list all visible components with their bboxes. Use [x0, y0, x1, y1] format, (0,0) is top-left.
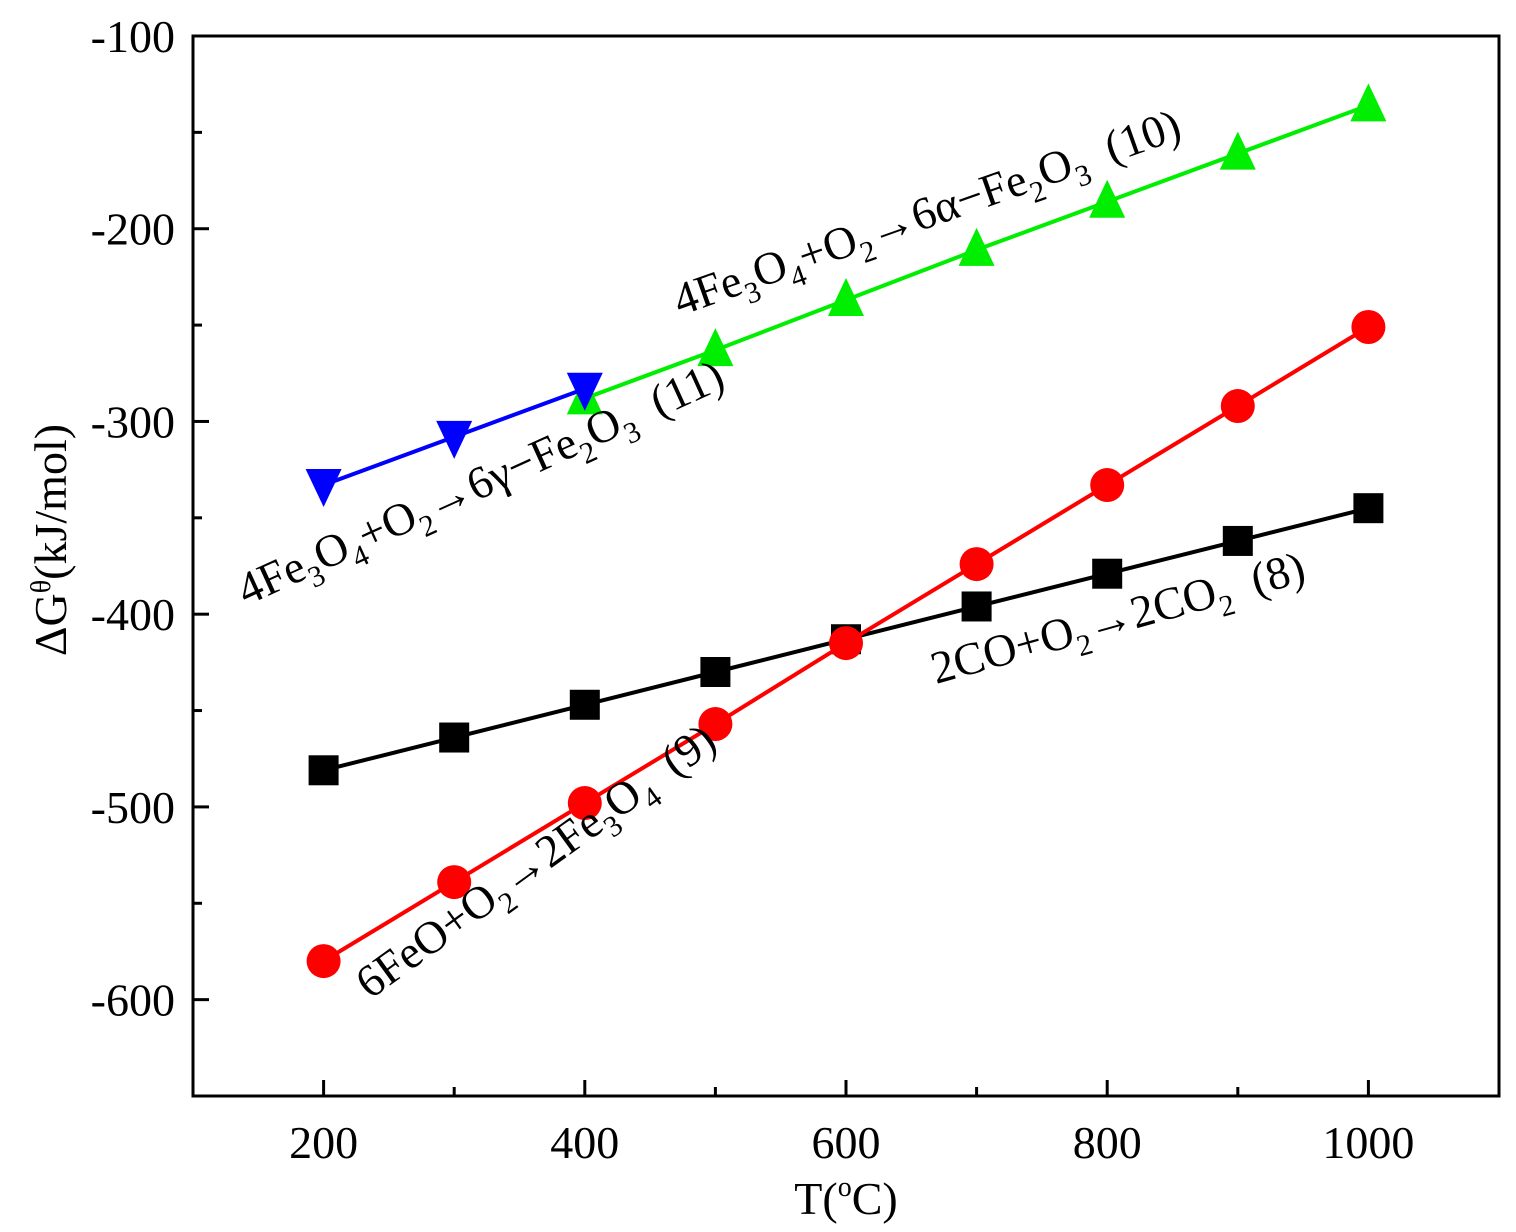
data-point: [829, 626, 863, 661]
data-point: [1092, 558, 1123, 589]
x-tick-label: 1000: [1322, 1117, 1414, 1168]
data-point: [959, 547, 994, 582]
data-point: [305, 469, 342, 508]
data-point: [306, 944, 341, 979]
series-group: [305, 83, 1387, 979]
data-point: [961, 591, 992, 622]
series-2: [566, 83, 1387, 415]
data-point: [1089, 179, 1126, 218]
series-3: [305, 372, 603, 508]
y-tick-label: -200: [91, 204, 175, 255]
annotation-eq11: 4Fe3O4+O2→6γ−Fe2O3 (11): [229, 349, 735, 623]
data-point: [1222, 525, 1253, 556]
data-point: [437, 865, 472, 900]
data-point: [436, 420, 473, 459]
data-point: [700, 657, 731, 687]
y-axis-title: ΔGθ(kJ/mol): [25, 424, 76, 656]
x-axis-title: T(oC): [794, 1172, 897, 1224]
data-point: [698, 707, 733, 742]
annotation-eq9: 6FeO+O2→2Fe3O4 (9): [346, 713, 730, 1015]
data-point: [566, 372, 603, 411]
data-point: [1090, 468, 1125, 503]
x-tick-label: 600: [812, 1117, 881, 1168]
data-point: [567, 786, 602, 821]
data-point: [569, 689, 600, 720]
data-point: [1351, 310, 1386, 345]
data-point: [958, 227, 995, 266]
y-tick-label: -500: [91, 782, 175, 833]
data-point: [1219, 131, 1256, 170]
x-tick-label: 200: [289, 1117, 358, 1168]
data-point: [308, 755, 339, 786]
y-tick-label: -100: [91, 11, 175, 62]
data-point: [1350, 83, 1387, 122]
y-tick-label: -300: [91, 396, 175, 447]
x-tick-label: 800: [1073, 1117, 1142, 1168]
data-point: [1220, 389, 1255, 424]
y-tick-label: -600: [91, 975, 175, 1026]
axis-ticks: 200 400 600 800 1000 -100 -200 -300 -400 -500 -600: [91, 11, 1415, 1168]
data-point: [1353, 493, 1384, 524]
data-point: [828, 278, 864, 317]
data-point: [697, 328, 734, 367]
series-1: [306, 310, 1386, 979]
y-tick-label: -400: [91, 589, 175, 640]
data-point: [439, 722, 470, 753]
x-tick-label: 400: [550, 1117, 619, 1168]
